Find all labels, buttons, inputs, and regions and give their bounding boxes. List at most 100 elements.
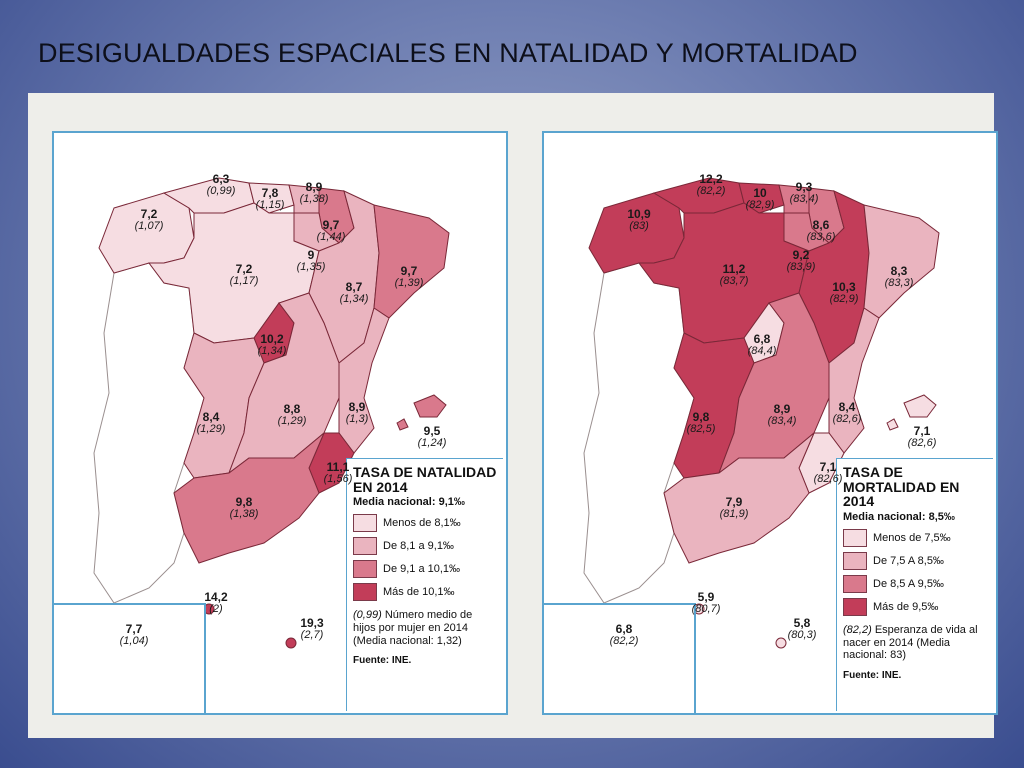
region-value: 6,8 <box>615 622 633 636</box>
region-label-navarra: 9,7 (1,44) <box>317 219 346 243</box>
legend-class-label: Más de 10,1‰ <box>383 586 455 599</box>
region-secondary-value: (1,44) <box>316 230 346 243</box>
region-value: 7,1 <box>819 460 837 474</box>
canary-islands-inset <box>54 603 206 713</box>
region-valencia <box>338 307 390 454</box>
birth-rate-legend: TASA DE NATALIDAD EN 2014 Media nacional… <box>346 458 503 711</box>
region-value: 9,7 <box>400 264 418 278</box>
region-secondary-value: (1,35) <box>296 260 326 273</box>
region-value: 10,2 <box>260 332 284 346</box>
region-baleares <box>396 394 447 431</box>
region-secondary-value: (1,29) <box>277 414 307 427</box>
region-label-canarias: 7,7 (1,04) <box>120 623 149 647</box>
region-label-valencia: 8,4 (82,6) <box>833 401 862 425</box>
region-value: 7,1 <box>913 424 931 438</box>
legend-class-label: De 8,1 a 9,1‰ <box>383 540 454 553</box>
region-value: 9,2 <box>792 248 810 262</box>
region-secondary-value: (83,4) <box>767 414 797 427</box>
region-label-la-rioja: 9,2 (83,9) <box>787 249 816 273</box>
region-value: 9,8 <box>692 410 710 424</box>
region-secondary-value: (1,34) <box>339 292 369 305</box>
region-value: 5,8 <box>793 616 811 630</box>
legend-class-2: De 8,1 a 9,1‰ <box>353 537 497 556</box>
legend-swatch <box>353 537 377 556</box>
legend-national-mean: Media nacional: 8,5‰ <box>843 511 955 524</box>
region-label-ceuta: 14,2 (2) <box>204 591 227 615</box>
region-secondary-value: (83,3) <box>884 276 914 289</box>
legend-class-label: De 9,1 a 10,1‰ <box>383 563 461 576</box>
region-value: 7,8 <box>261 186 279 200</box>
region-secondary-value: (80,3) <box>787 628 817 641</box>
region-label-la-rioja: 9 (1,35) <box>297 249 326 273</box>
death-rate-legend: TASA DE MORTALIDAD EN 2014 Media naciona… <box>836 458 993 711</box>
region-secondary-value: (1,3) <box>345 412 369 425</box>
region-cantabria <box>738 182 785 214</box>
region-melilla <box>775 637 787 649</box>
legend-class-label: De 7,5 A 8,5‰ <box>873 555 944 568</box>
region-secondary-value: (2) <box>209 602 223 615</box>
region-ceuta <box>693 603 705 615</box>
region-label-murcia: 11,1 (1,56) <box>324 461 353 485</box>
region-label-navarra: 8,6 (83,6) <box>807 219 836 243</box>
region-label-madrid: 6,8 (84,4) <box>748 333 777 357</box>
region-label-cantabria: 10 (82,9) <box>746 187 775 211</box>
legend-class-2: De 7,5 A 8,5‰ <box>843 552 987 571</box>
region-label-cataluna: 9,7 (1,39) <box>395 265 424 289</box>
legend-note-text: Esperanza de vida al nacer en 2014 (Medi… <box>843 624 978 662</box>
region-label-murcia: 7,1 (82,6) <box>814 461 843 485</box>
region-value: 5,9 <box>697 590 715 604</box>
region-value: 7,7 <box>125 622 143 636</box>
region-label-asturias: 12,2 (82,2) <box>697 173 726 197</box>
region-andalucia <box>173 432 325 564</box>
region-label-castilla-leon: 11,2 (83,7) <box>720 263 749 287</box>
region-valencia <box>828 307 880 454</box>
region-cataluna <box>863 204 940 319</box>
region-label-baleares: 9,5 (1,24) <box>418 425 447 449</box>
region-value: 9,8 <box>235 495 253 509</box>
region-secondary-value: (82,2) <box>696 184 726 197</box>
region-secondary-value: (82,9) <box>745 198 775 211</box>
region-secondary-value: (1,04) <box>119 634 149 647</box>
region-baleares <box>886 394 937 431</box>
legend-swatch <box>353 514 377 533</box>
legend-source: Fuente: INE. <box>353 655 412 667</box>
region-value: 8,4 <box>202 410 220 424</box>
canary-islands-inset <box>544 603 696 713</box>
region-value: 11,1 <box>326 460 350 474</box>
region-secondary-value: (1,38) <box>229 507 259 520</box>
legend-class-label: Más de 9,5‰ <box>873 601 939 614</box>
region-secondary-value: (83,9) <box>786 260 816 273</box>
region-secondary-value: (82,6) <box>907 436 937 449</box>
legend-class-label: Menos de 7,5‰ <box>873 532 951 545</box>
region-label-castilla-la-mancha: 8,8 (1,29) <box>278 403 307 427</box>
legend-note-text: Número medio de hijos por mujer en 2014 … <box>353 609 473 647</box>
legend-swatch <box>843 552 867 571</box>
region-label-castilla-leon: 7,2 (1,17) <box>230 263 259 287</box>
legend-swatch <box>843 529 867 548</box>
region-label-asturias: 6,3 (0,99) <box>207 173 236 197</box>
region-value: 7,9 <box>725 495 743 509</box>
region-label-aragon: 8,7 (1,34) <box>340 281 369 305</box>
region-secondary-value: (1,29) <box>196 422 226 435</box>
textbook-page: TASA DE NATALIDAD EN 2014 Media nacional… <box>28 93 998 738</box>
region-secondary-value: (83,7) <box>719 274 749 287</box>
region-value: 19,3 <box>300 616 324 630</box>
region-label-andalucia: 9,8 (1,38) <box>230 496 259 520</box>
region-secondary-value: (82,9) <box>829 292 859 305</box>
legend-class-4: Más de 10,1‰ <box>353 583 497 602</box>
region-label-pais-vasco: 9,3 (83,4) <box>790 181 819 205</box>
legend-source: Fuente: INE. <box>843 669 902 681</box>
region-value: 9 <box>307 248 315 262</box>
region-value: 8,8 <box>283 402 301 416</box>
region-secondary-value: (0,99) <box>206 184 236 197</box>
region-value: 10,3 <box>832 280 856 294</box>
region-secondary-value: (81,9) <box>719 507 749 520</box>
region-secondary-value: (1,39) <box>394 276 424 289</box>
region-value: 10 <box>753 186 767 200</box>
region-secondary-value: (82,2) <box>609 634 639 647</box>
region-label-melilla: 19,3 (2,7) <box>300 617 323 641</box>
region-label-canarias: 6,8 (82,2) <box>610 623 639 647</box>
legend-note-value: (82,2) <box>843 624 872 637</box>
legend-class-label: Menos de 8,1‰ <box>383 517 461 530</box>
region-label-galicia: 7,2 (1,07) <box>135 208 164 232</box>
